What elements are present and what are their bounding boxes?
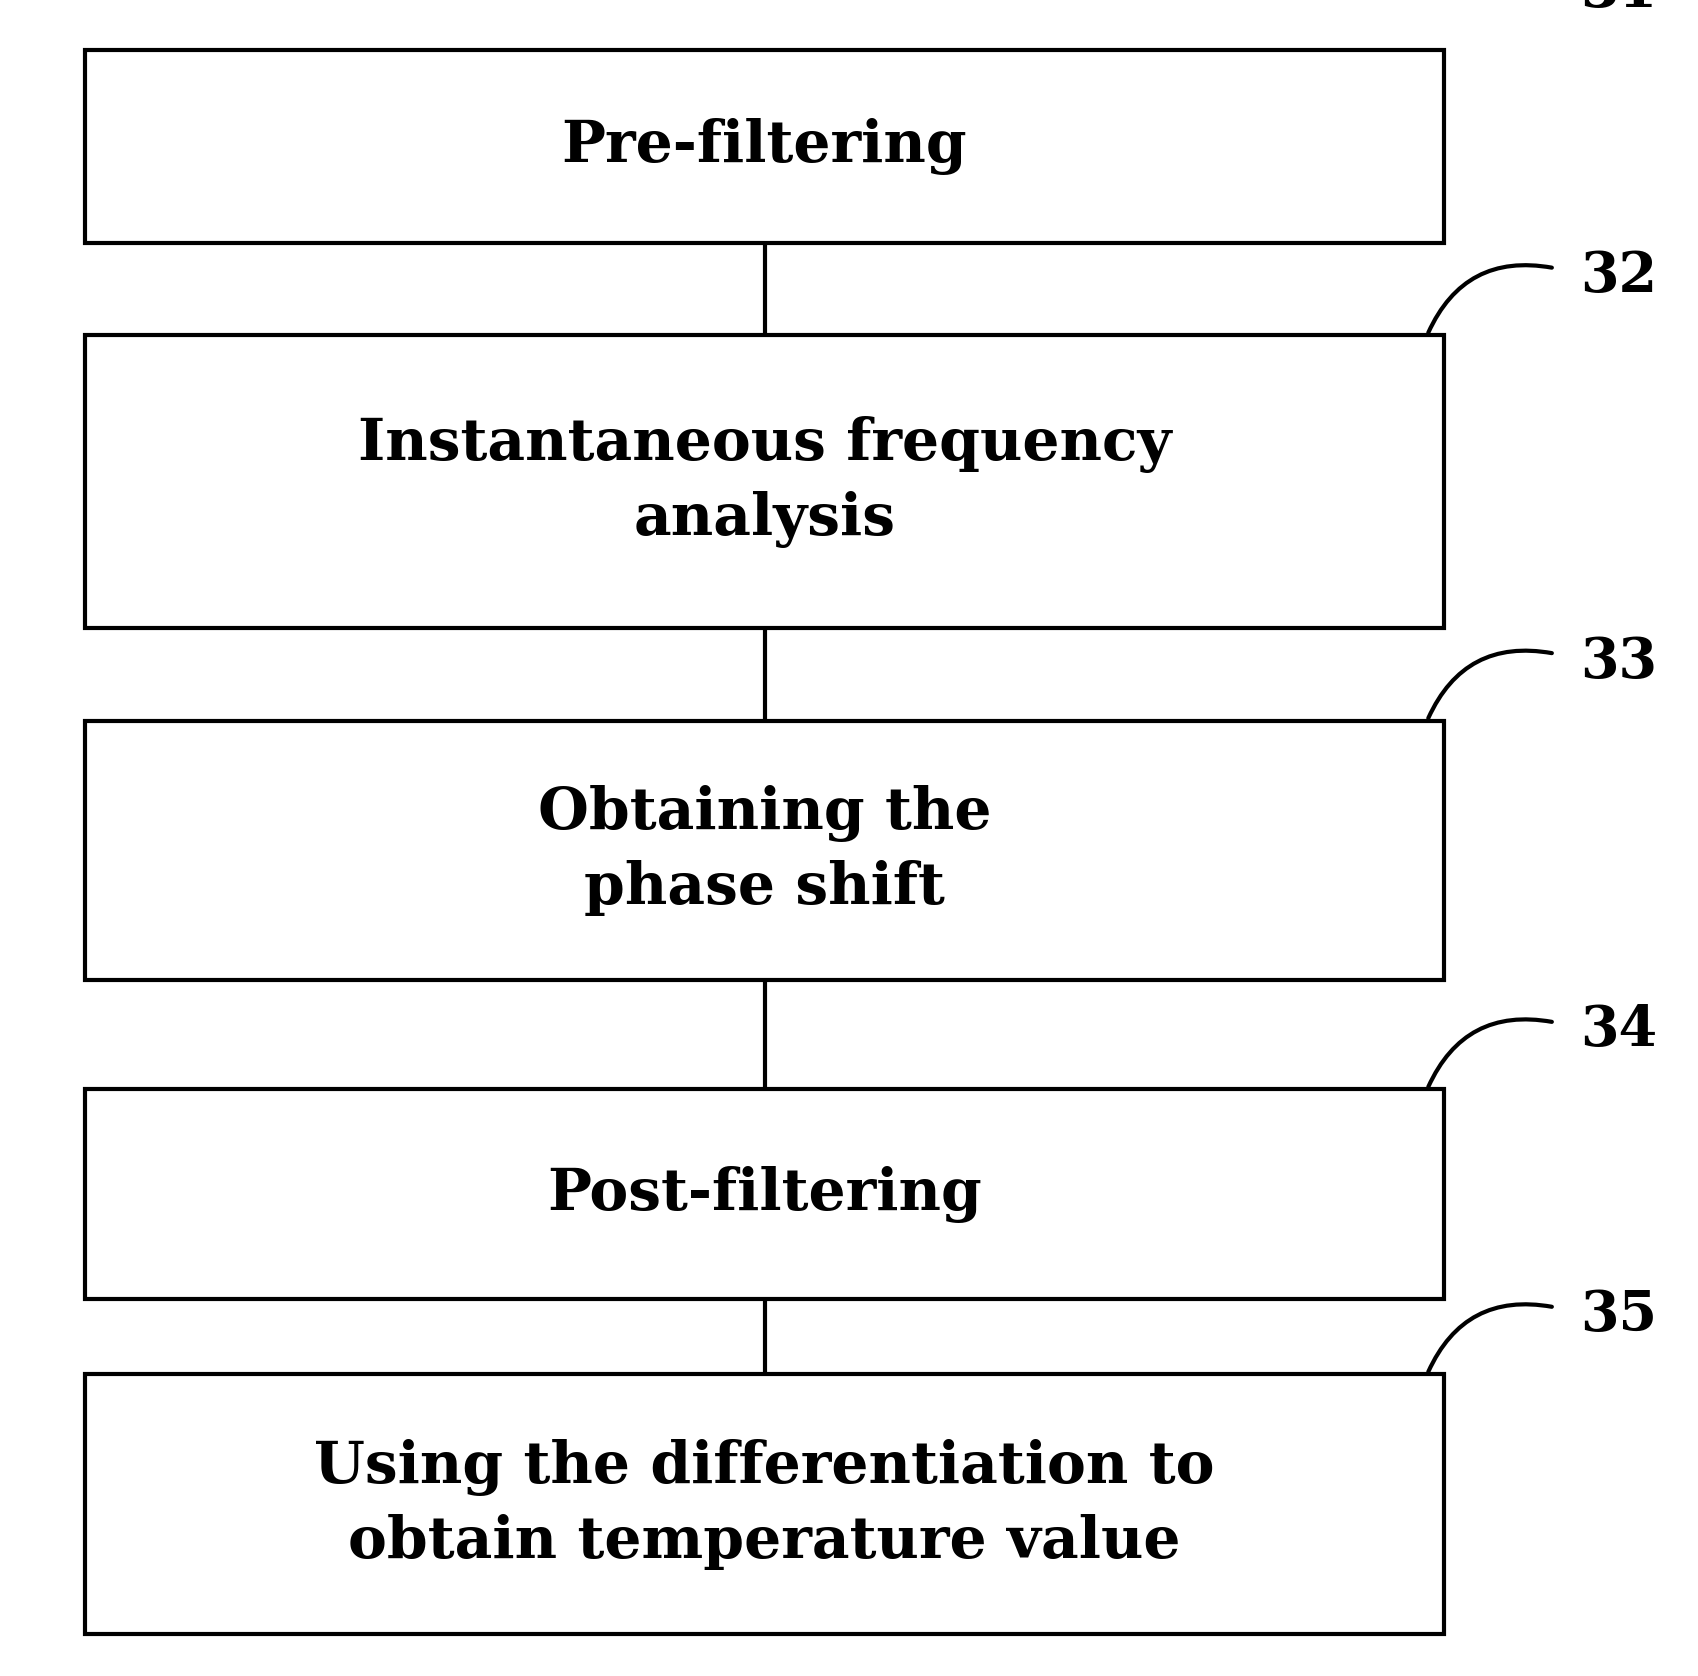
- Bar: [85, 1374, 1443, 1634]
- Text: 35: 35: [1579, 1289, 1656, 1342]
- Text: Post-filtering: Post-filtering: [547, 1165, 981, 1223]
- Text: 32: 32: [1579, 250, 1656, 303]
- Bar: [85, 335, 1443, 628]
- Text: Using the differentiation to
obtain temperature value: Using the differentiation to obtain temp…: [314, 1440, 1214, 1569]
- Text: 31: 31: [1579, 0, 1656, 18]
- Bar: [85, 50, 1443, 243]
- Text: 34: 34: [1579, 1004, 1656, 1058]
- Text: 33: 33: [1579, 635, 1656, 689]
- Bar: [85, 721, 1443, 980]
- Bar: [85, 1089, 1443, 1299]
- Text: Instantaneous frequency
analysis: Instantaneous frequency analysis: [358, 416, 1170, 548]
- Text: Pre-filtering: Pre-filtering: [562, 117, 966, 176]
- Text: Obtaining the
phase shift: Obtaining the phase shift: [538, 786, 990, 915]
